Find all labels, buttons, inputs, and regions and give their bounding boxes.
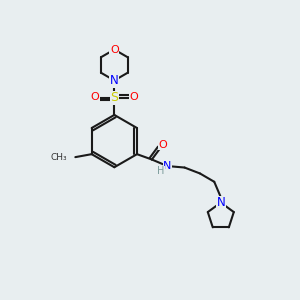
Text: N: N: [216, 196, 225, 209]
Text: N: N: [163, 161, 172, 171]
Text: O: O: [159, 140, 167, 150]
Text: S: S: [110, 91, 118, 104]
Text: O: O: [110, 44, 119, 55]
Text: O: O: [90, 92, 99, 102]
Text: CH₃: CH₃: [50, 153, 67, 162]
Text: O: O: [130, 92, 138, 102]
Text: H: H: [157, 167, 164, 176]
Text: N: N: [110, 74, 119, 87]
